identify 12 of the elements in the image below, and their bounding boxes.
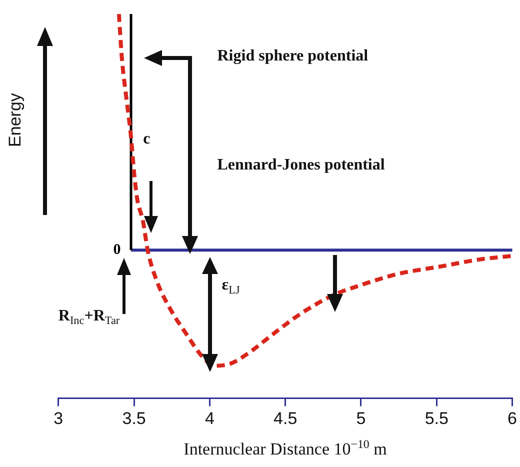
x-tick-label: 6 [508, 409, 518, 428]
x-tick-label: 4 [204, 409, 214, 428]
annotation: Lennard-Jones potential [217, 156, 386, 174]
x-tick-label: 4.5 [274, 409, 298, 428]
x-tick-label: 3.5 [122, 409, 146, 428]
annotation: Rigid sphere potential [217, 48, 369, 65]
x-tick-label: 5.5 [424, 409, 448, 428]
y-axis-title: Energy [6, 92, 25, 147]
annotation: c [143, 130, 150, 148]
x-tick-label: 5 [356, 409, 366, 428]
ref-line-label: 0 [113, 242, 121, 258]
x-tick-label: 3 [54, 409, 64, 428]
